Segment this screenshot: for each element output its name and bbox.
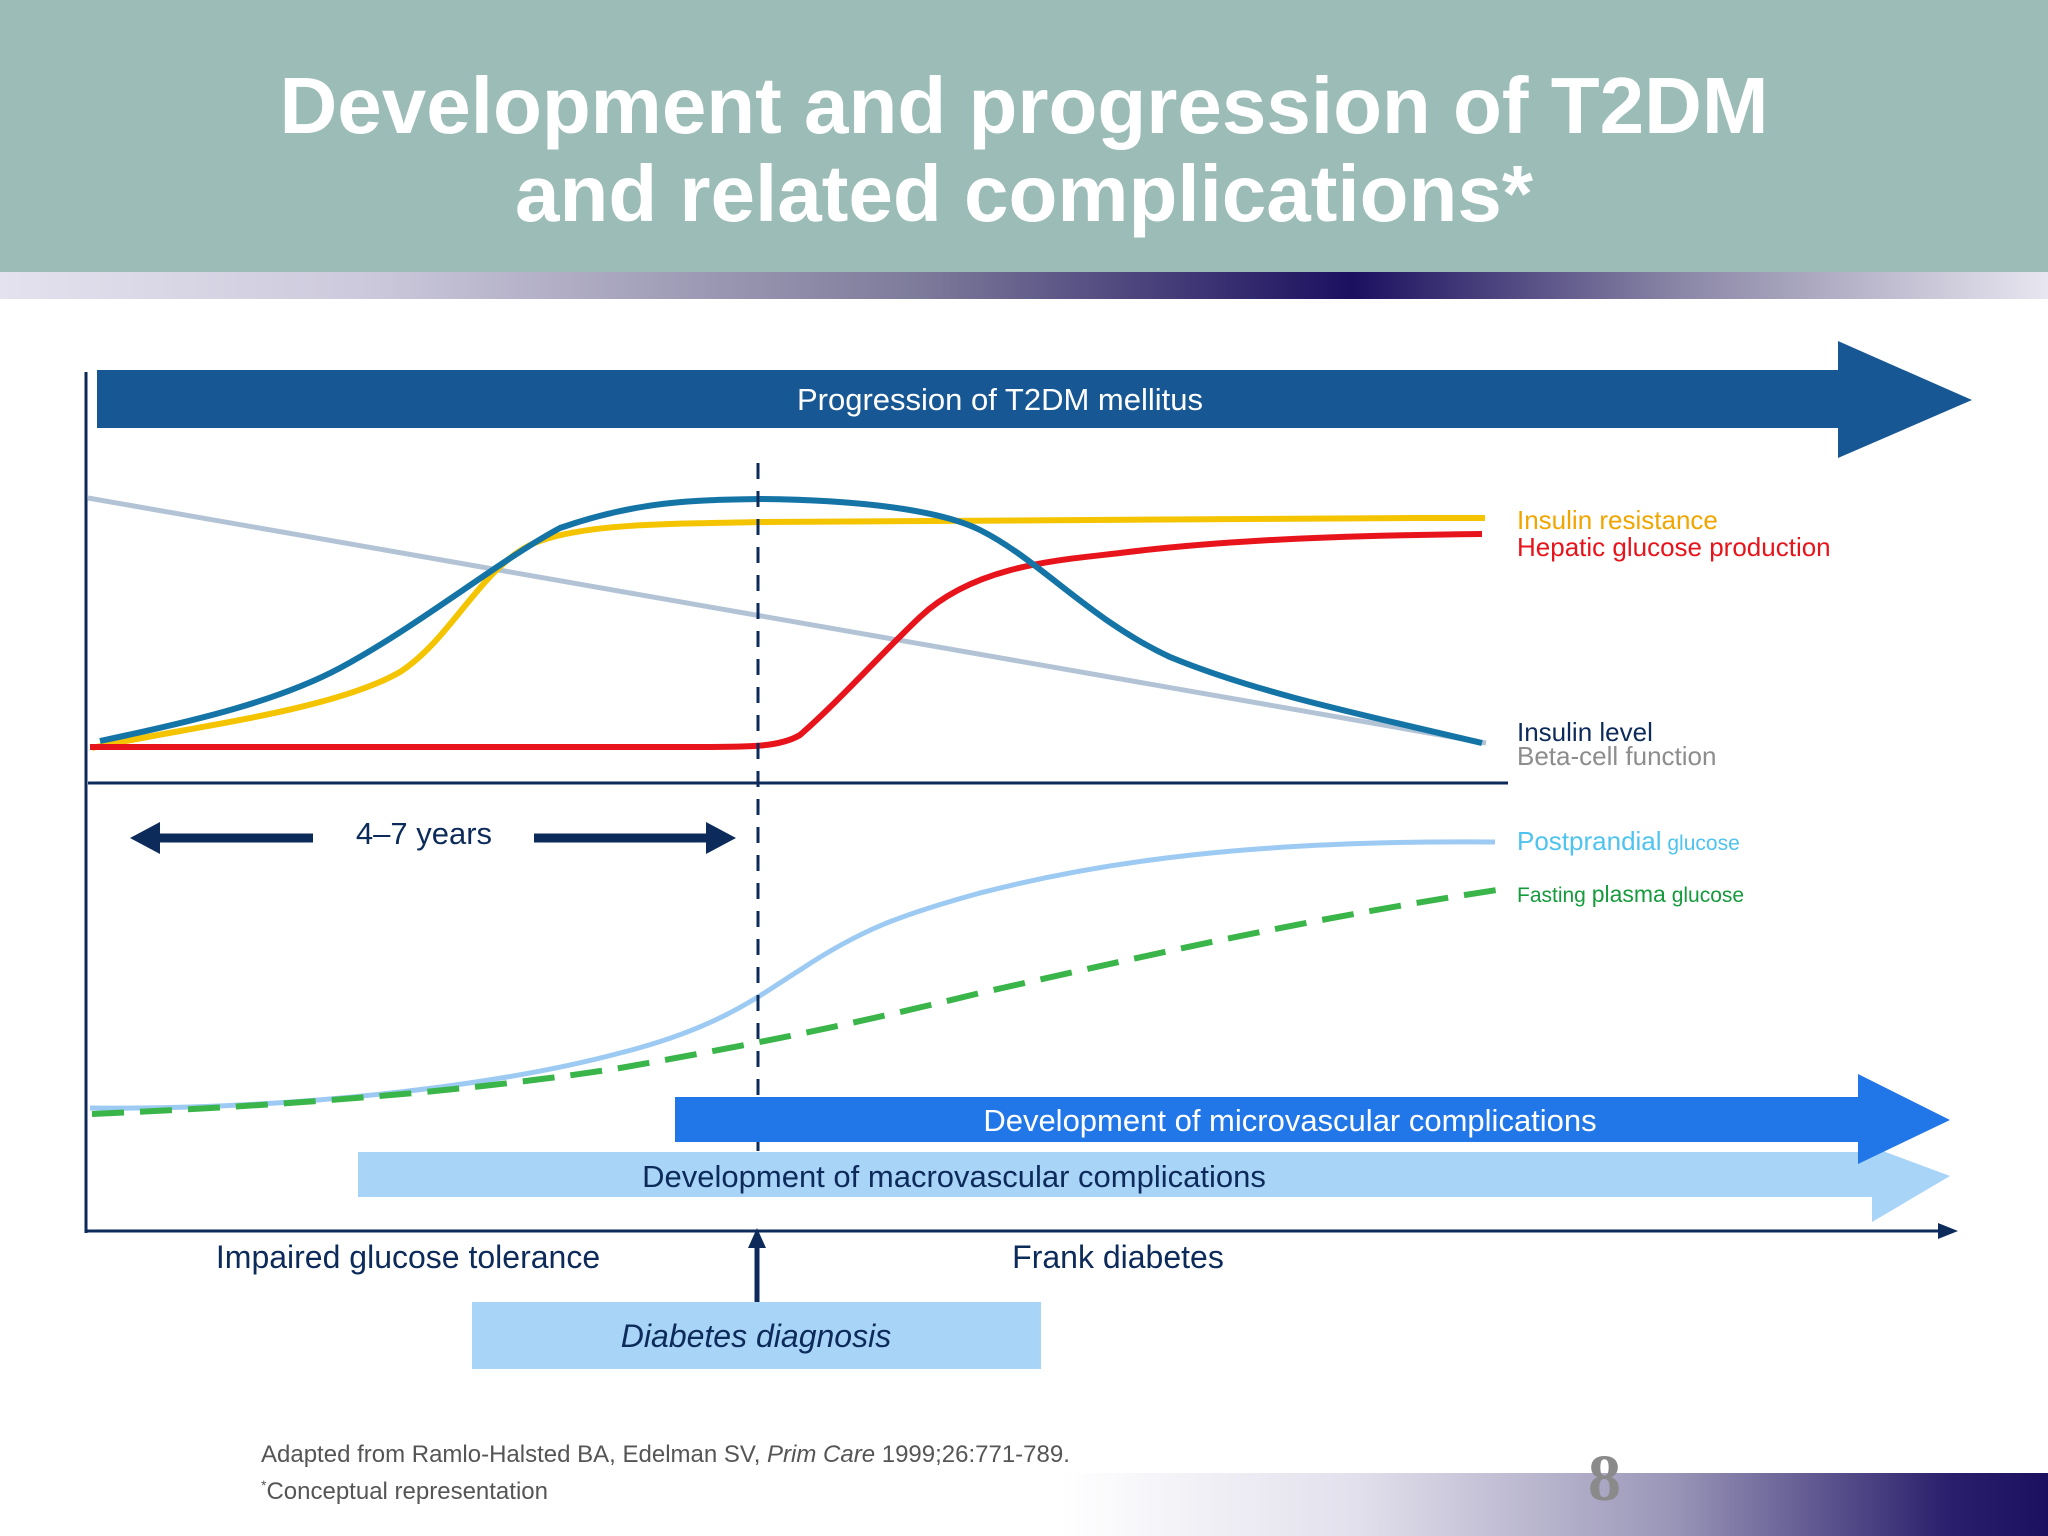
decorative-gradient-band — [0, 272, 2048, 299]
legend-insulin-resistance: Insulin resistance — [1517, 505, 1718, 535]
footnote-text: Conceptual representation — [266, 1478, 548, 1505]
beta-cell-function-curve — [87, 495, 1487, 746]
x-axis-arrowhead — [1938, 1223, 1958, 1239]
macrovascular-banner-label: Development of macrovascular complicatio… — [642, 1159, 1266, 1194]
macrovascular-banner — [358, 1147, 1950, 1222]
duration-arrow-left-head — [130, 822, 160, 854]
footnote: *Conceptual representation — [261, 1470, 548, 1507]
insulin-level-curve — [99, 495, 1483, 746]
legend-fasting-plasma-glucose: Fasting plasma glucose — [1517, 881, 1744, 907]
phase-label-frank-diabetes: Frank diabetes — [1012, 1239, 1224, 1275]
slide-title: Development and progression of T2DM and … — [0, 62, 2048, 238]
progression-banner — [97, 341, 1972, 458]
microvascular-banner-label: Development of microvascular complicatio… — [983, 1103, 1596, 1138]
duration-label: 4–7 years — [356, 816, 492, 851]
progression-banner-label: Progression of T2DM mellitus — [797, 382, 1203, 417]
footer-gradient-band — [1060, 1473, 2048, 1536]
slide-title-line-2: and related complications* — [514, 149, 1534, 238]
page-number: 8 — [1588, 1442, 1621, 1515]
source-citation: Adapted from Ramlo-Halsted BA, Edelman S… — [261, 1441, 1070, 1468]
legend-insulin-level: Insulin level — [1517, 717, 1653, 747]
legend-hepatic-glucose-production: Hepatic glucose production — [1517, 532, 1831, 562]
phase-label-impaired-glucose-tolerance: Impaired glucose tolerance — [216, 1239, 600, 1275]
slide-title-line-1: Development and progression of T2DM — [279, 61, 1769, 150]
legend-beta-cell-function: Beta-cell function — [1517, 741, 1716, 771]
fasting-plasma-glucose-curve — [91, 887, 1498, 1117]
hepatic-glucose-production-curve — [89, 531, 1483, 751]
citation-journal: Prim Care — [767, 1441, 876, 1468]
legend-postprandial-glucose: Postprandial glucose — [1517, 826, 1740, 856]
postprandial-glucose-curve — [89, 839, 1496, 1111]
microvascular-banner — [675, 1074, 1950, 1164]
title-banner: Development and progression of T2DM and … — [0, 0, 2048, 272]
diagnosis-pointer-head — [748, 1228, 766, 1248]
insulin-resistance-curve — [91, 515, 1486, 751]
diagnosis-box — [472, 1302, 1041, 1369]
duration-arrow-right-head — [706, 822, 736, 854]
footnote-mark: * — [261, 1477, 267, 1493]
diagnosis-box-label: Diabetes diagnosis — [621, 1318, 891, 1354]
